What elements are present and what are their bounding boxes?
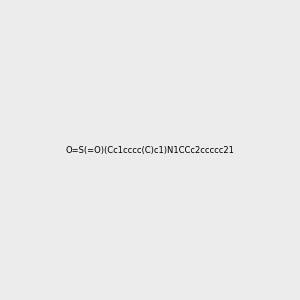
Text: O=S(=O)(Cc1cccc(C)c1)N1CCc2ccccc21: O=S(=O)(Cc1cccc(C)c1)N1CCc2ccccc21 (66, 146, 234, 154)
